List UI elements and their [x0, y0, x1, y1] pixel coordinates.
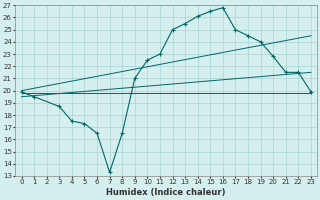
X-axis label: Humidex (Indice chaleur): Humidex (Indice chaleur): [107, 188, 226, 197]
